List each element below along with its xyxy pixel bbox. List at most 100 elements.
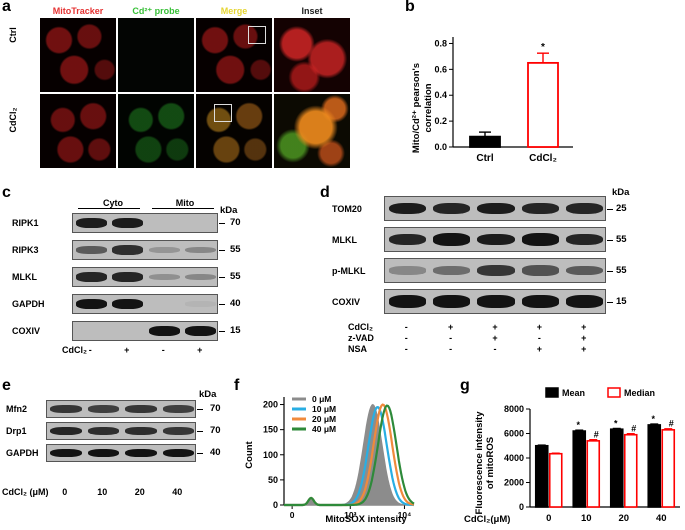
western-d-band: [477, 202, 515, 215]
chart-f-ytick-label: 200: [263, 400, 278, 410]
western-d-mw-label: 25: [616, 202, 627, 214]
chart-g-ytick-label: 0: [519, 502, 524, 512]
western-c-band: [185, 326, 217, 336]
panel-label-b: b: [405, 0, 415, 15]
western-e-dose-label: 10: [97, 487, 108, 497]
western-e-band: [162, 427, 194, 435]
western-e-band: [87, 405, 119, 413]
western-d-mw-label: 55: [616, 264, 627, 276]
western-c-mw-label: 40: [230, 298, 241, 309]
chart-f: Count MitoSOX intensity 0 50 100 150 200 0 10³…: [244, 394, 415, 525]
row-label-ctrl: Ctrl: [8, 27, 18, 43]
western-d-treatment-sign: +: [492, 333, 498, 343]
western-c-mw-label: 55: [230, 244, 241, 255]
chart-g-bar: [647, 424, 662, 508]
western-d-blot-strip: [384, 227, 606, 252]
chart-b: Mito/Cd²⁺ pearson's correlation 0.0 0.2 0.…: [411, 37, 573, 164]
western-d-mw-tick: [607, 239, 613, 241]
western-e-blot-strip: [46, 444, 196, 462]
western-c-row-label: RIPK3: [12, 245, 39, 255]
chart-g-legend-swatch: [545, 387, 559, 398]
chart-g-ytick-label: 6000: [504, 429, 524, 439]
chart-b-ylabel-2: correlation: [423, 83, 434, 132]
western-d-mw-label: 15: [616, 295, 627, 307]
chart-g-legend-label: Mean: [562, 388, 585, 398]
western-d-mw-tick: [607, 301, 613, 303]
western-d-band: [432, 295, 471, 308]
western-d-mw-tick: [607, 208, 613, 210]
chart-b-ytick-label: 0.8: [434, 38, 447, 48]
western-c-mw-tick: [219, 331, 225, 332]
western-c-row-label: COXIV: [12, 326, 41, 336]
inset-box: [214, 104, 232, 122]
western-e-band: [162, 448, 194, 458]
chart-f-xtick-label: 10³: [344, 510, 356, 520]
image-cdcl2-merge: [196, 94, 272, 168]
western-e-row-label: Mfn2: [6, 404, 27, 414]
western-d-band: [566, 265, 604, 276]
western-d-treatment-label: CdCl₂: [348, 322, 373, 332]
western-e-band: [87, 426, 119, 436]
kda-label-e: kDa: [199, 389, 217, 400]
western-e-band: [125, 426, 157, 436]
chart-g-sig-median: #: [594, 430, 599, 440]
chart-b-category-label: CdCl₂: [529, 153, 557, 164]
western-d-band: [388, 233, 426, 246]
chart-f-legend-label: 10 μM: [312, 404, 336, 414]
western-d-treatment-sign: -: [404, 333, 408, 343]
chart-g-bar: [548, 452, 563, 508]
western-c-blot-strip: [72, 240, 218, 260]
western-d-mw-label: 55: [616, 233, 627, 245]
column-header-inset: Inset: [301, 6, 323, 16]
western-e-band: [87, 448, 119, 458]
western-d-band: [477, 233, 515, 246]
chart-g-bar: [623, 433, 638, 508]
western-c-treatment-sign: +: [124, 345, 130, 355]
image-ctrl-inset: [274, 18, 350, 92]
chart-f-xtick-label: 10⁴: [398, 510, 412, 520]
chart-g-category-label: 40: [656, 513, 667, 524]
western-d-band: [432, 202, 471, 215]
western-c-band: [75, 246, 107, 254]
chart-f-ytick-label: 100: [263, 450, 278, 460]
kda-label-d: kDa: [612, 187, 630, 198]
western-c-blot-strip: [72, 267, 218, 287]
column-header-cd-probe: Cd²⁺ probe: [132, 6, 180, 16]
chart-g-category-label: 10: [581, 513, 592, 524]
western-c-treatment-sign: +: [197, 345, 203, 355]
panel-label-f: f: [234, 377, 240, 394]
western-d-treatment-sign: -: [493, 344, 497, 354]
western-d-band: [388, 202, 426, 215]
western-e-mw-tick: [197, 431, 203, 432]
kda-label-c: kDa: [220, 205, 238, 216]
western-c-band: [185, 301, 217, 307]
chart-g-ylabel-2: of mitoROS: [485, 437, 496, 489]
western-d-band: [388, 266, 426, 275]
western-c-row-label: GAPDH: [12, 299, 45, 309]
western-c-band: [75, 218, 107, 228]
western-e-dose-label: 20: [134, 487, 145, 497]
image-cdcl2-cd-probe: [118, 94, 194, 168]
image-ctrl-cd-probe: [118, 18, 194, 92]
chart-f-ytick-label: 0: [273, 500, 278, 510]
western-c-band: [75, 299, 107, 309]
western-d-treatment-sign: +: [536, 344, 543, 354]
panel-label-e: e: [2, 377, 11, 394]
chart-b-bar: [469, 135, 501, 148]
chart-b-category-label: Ctrl: [476, 153, 493, 164]
western-d-treatment-sign: -: [404, 344, 408, 354]
western-d-treatment-label: NSA: [348, 344, 368, 354]
chart-g-category-label: 0: [546, 513, 551, 524]
western-d-treatment-sign: -: [537, 333, 541, 343]
chart-g-bar: [534, 444, 549, 508]
western-d-band: [521, 233, 560, 246]
western-c-mw-tick: [219, 304, 225, 305]
group-line-mito: [152, 208, 214, 209]
western-d-band: [566, 295, 604, 308]
western-d-band: [388, 295, 426, 308]
western-d-band: [566, 233, 604, 246]
group-label-cyto: Cyto: [103, 198, 123, 208]
western-d-treatment-label: z-VAD: [348, 333, 374, 343]
chart-g-xlabel: CdCl₂(μM): [464, 514, 510, 525]
western-d-row-label: COXIV: [332, 296, 361, 307]
